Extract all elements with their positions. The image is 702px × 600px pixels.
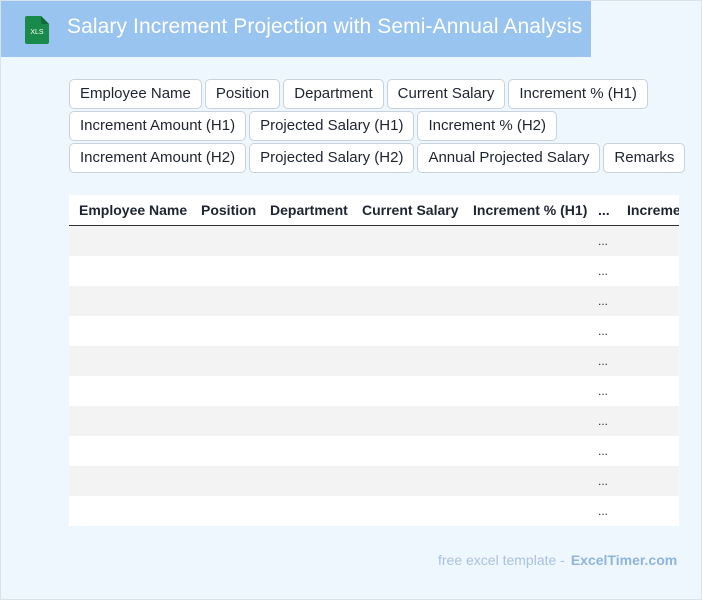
tag-row-3: Increment Amount (H2) Projected Salary (… — [69, 143, 689, 173]
table-row: ... — [69, 466, 679, 496]
footer-credit: free excel template - ExcelTimer.com — [438, 552, 677, 568]
tag-increment-amount-h1[interactable]: Increment Amount (H1) — [69, 111, 247, 141]
tag-position[interactable]: Position — [204, 79, 281, 109]
tag-row-1: Employee Name Position Department Curren… — [69, 79, 689, 109]
table-row: ... — [69, 436, 679, 466]
column-header-increment-pct-h1[interactable]: Increment % (H1) — [463, 195, 591, 226]
excel-file-icon: XLS — [25, 16, 49, 44]
tag-increment-amount-h2[interactable]: Increment Amount (H2) — [69, 143, 247, 173]
tag-employee-name[interactable]: Employee Name — [69, 79, 202, 109]
table-row: ... — [69, 316, 679, 346]
table-row: ... — [69, 286, 679, 316]
column-header-increment-amount-h1[interactable]: Increment Amount (H1) — [617, 195, 679, 226]
ellipsis-cell: ... — [591, 406, 617, 436]
ellipsis-cell: ... — [591, 436, 617, 466]
column-header-department[interactable]: Department — [260, 195, 352, 226]
ellipsis-cell: ... — [591, 316, 617, 346]
column-header-current-salary[interactable]: Current Salary — [352, 195, 463, 226]
table-row: ... — [69, 225, 679, 256]
table-row: ... — [69, 256, 679, 286]
xls-icon-label: XLS — [30, 29, 44, 36]
table-row: ... — [69, 496, 679, 526]
table-row: ... — [69, 406, 679, 436]
tag-projected-salary-h1[interactable]: Projected Salary (H1) — [249, 111, 415, 141]
tag-increment-pct-h2[interactable]: Increment % (H2) — [417, 111, 557, 141]
ellipsis-cell: ... — [591, 286, 617, 316]
tag-row-2: Increment Amount (H1) Projected Salary (… — [69, 111, 689, 141]
column-header-employee-name[interactable]: Employee Name — [69, 195, 191, 226]
ellipsis-cell: ... — [591, 225, 617, 256]
footer-text: free excel template - — [438, 552, 565, 568]
column-tags: Employee Name Position Department Curren… — [69, 79, 689, 175]
ellipsis-cell: ... — [591, 496, 617, 526]
table-row: ... — [69, 376, 679, 406]
tag-remarks[interactable]: Remarks — [603, 143, 686, 173]
tag-current-salary[interactable]: Current Salary — [386, 79, 506, 109]
column-header-position[interactable]: Position — [191, 195, 260, 226]
data-table-container[interactable]: Employee Name Position Department Curren… — [69, 195, 679, 526]
table-row: ... — [69, 346, 679, 376]
footer-brand-link[interactable]: ExcelTimer.com — [570, 552, 678, 568]
ellipsis-cell: ... — [591, 346, 617, 376]
tag-annual-projected-salary[interactable]: Annual Projected Salary — [417, 143, 601, 173]
ellipsis-cell: ... — [591, 466, 617, 496]
header-banner: XLS Salary Increment Projection with Sem… — [1, 1, 591, 57]
data-table: Employee Name Position Department Curren… — [69, 195, 679, 526]
column-header-collapsed[interactable]: ... — [591, 195, 617, 226]
tag-increment-pct-h1[interactable]: Increment % (H1) — [508, 79, 648, 109]
ellipsis-cell: ... — [591, 376, 617, 406]
tag-projected-salary-h2[interactable]: Projected Salary (H2) — [249, 143, 415, 173]
page-title: Salary Increment Projection with Semi-An… — [67, 15, 583, 38]
tag-department[interactable]: Department — [283, 79, 384, 109]
table-header-row: Employee Name Position Department Curren… — [69, 195, 679, 226]
ellipsis-cell: ... — [591, 256, 617, 286]
